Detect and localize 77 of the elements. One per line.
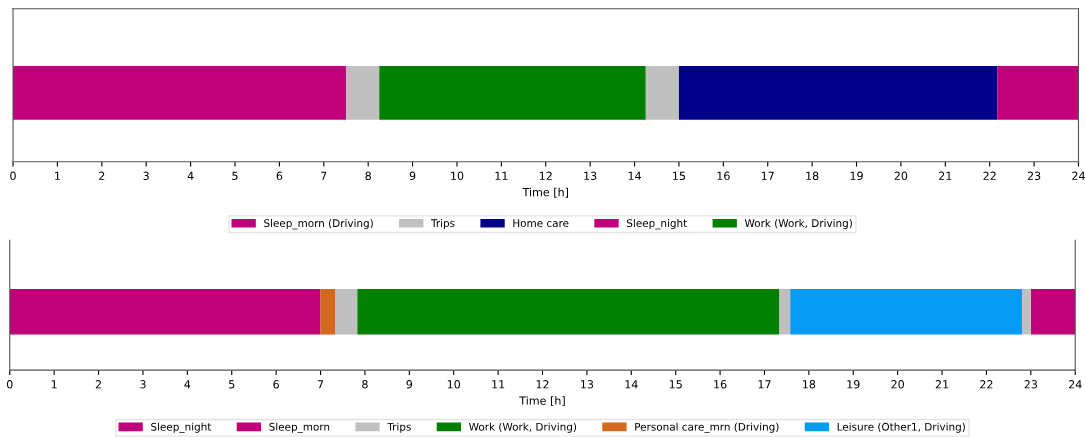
legend-label: Personal care_mrn (Driving) bbox=[635, 422, 779, 434]
x-tick-label: 14 bbox=[625, 380, 638, 389]
bar bbox=[678, 66, 998, 120]
x-tick-label: 17 bbox=[758, 380, 771, 389]
x-tick-label: 8 bbox=[362, 380, 368, 389]
bar bbox=[320, 289, 336, 335]
bar bbox=[357, 289, 780, 335]
x-tick-label: 16 bbox=[714, 380, 727, 389]
bar bbox=[13, 66, 346, 120]
x-tick-label: 0 bbox=[10, 171, 16, 181]
legend-label: Sleep_morn (Driving) bbox=[264, 219, 373, 230]
legend-label: Home care bbox=[513, 219, 569, 228]
x-tick-label: 7 bbox=[317, 380, 324, 389]
x-axis-title: Time [h] bbox=[522, 187, 569, 198]
x-tick-label: 11 bbox=[495, 171, 508, 180]
x-tick-label: 9 bbox=[406, 380, 413, 389]
x-tick-label: 1 bbox=[55, 171, 60, 180]
bar bbox=[1030, 289, 1076, 335]
bar bbox=[1021, 289, 1031, 335]
x-tick-label: 11 bbox=[492, 380, 505, 389]
bar bbox=[345, 66, 380, 120]
x-tick-label: 19 bbox=[850, 171, 863, 181]
x-tick-label: 5 bbox=[229, 380, 235, 389]
legend-label: Leisure (Other1, Driving) bbox=[837, 422, 965, 433]
x-tick-label: 12 bbox=[536, 380, 549, 389]
x-tick-label: 6 bbox=[276, 171, 283, 181]
x-tick-label: 2 bbox=[99, 171, 105, 180]
x-tick-label: 23 bbox=[1027, 171, 1041, 181]
x-tick-label: 9 bbox=[409, 171, 416, 181]
x-tick-label: 0 bbox=[6, 380, 13, 389]
x-tick-label: 23 bbox=[1024, 380, 1038, 389]
x-tick-label: 22 bbox=[980, 380, 993, 389]
legend-label: Trips bbox=[387, 422, 411, 433]
bar bbox=[379, 66, 646, 120]
x-tick-label: 3 bbox=[143, 171, 149, 181]
bar bbox=[790, 289, 1022, 335]
x-tick-label: 5 bbox=[232, 171, 238, 181]
x-tick-label: 7 bbox=[321, 171, 327, 180]
x-tick-label: 4 bbox=[187, 171, 194, 180]
legend-label: Sleep_night bbox=[151, 422, 212, 434]
x-tick-label: 13 bbox=[584, 171, 597, 181]
legend-label: Work (Work, Driving) bbox=[469, 422, 577, 433]
x-tick-label: 6 bbox=[273, 380, 279, 389]
x-tick-label: 12 bbox=[539, 171, 552, 180]
x-axis-title: Time [h] bbox=[519, 396, 565, 407]
bar bbox=[9, 289, 321, 335]
bar bbox=[997, 66, 1079, 120]
x-tick-label: 22 bbox=[983, 171, 996, 180]
x-tick-label: 16 bbox=[717, 171, 730, 181]
x-tick-label: 19 bbox=[847, 380, 860, 389]
x-tick-label: 14 bbox=[628, 171, 641, 180]
x-tick-label: 18 bbox=[806, 171, 819, 181]
x-tick-label: 18 bbox=[803, 380, 816, 389]
x-tick-label: 17 bbox=[761, 171, 774, 180]
x-tick-label: 1 bbox=[51, 380, 57, 389]
legend-label: Sleep_morn bbox=[269, 422, 330, 434]
x-tick-label: 10 bbox=[447, 380, 461, 389]
x-tick-label: 24 bbox=[1072, 171, 1085, 180]
x-tick-label: 20 bbox=[894, 171, 908, 181]
x-tick-label: 24 bbox=[1068, 380, 1082, 389]
bar bbox=[335, 289, 358, 335]
x-tick-label: 13 bbox=[581, 380, 594, 389]
x-tick-label: 8 bbox=[365, 171, 371, 181]
x-tick-label: 21 bbox=[935, 380, 949, 389]
x-tick-label: 21 bbox=[939, 171, 952, 180]
legend-label: Trips bbox=[430, 219, 455, 230]
x-tick-label: 10 bbox=[451, 171, 464, 181]
x-tick-label: 2 bbox=[95, 380, 101, 389]
x-tick-label: 20 bbox=[891, 380, 904, 389]
x-tick-label: 15 bbox=[669, 380, 682, 389]
legend-label: Sleep_night bbox=[626, 219, 687, 230]
bar bbox=[779, 289, 791, 335]
x-tick-label: 4 bbox=[184, 380, 191, 389]
bar bbox=[645, 66, 679, 120]
x-tick-label: 3 bbox=[140, 380, 146, 389]
x-tick-label: 15 bbox=[673, 171, 686, 181]
legend-label: Work (Work, Driving) bbox=[744, 219, 852, 230]
